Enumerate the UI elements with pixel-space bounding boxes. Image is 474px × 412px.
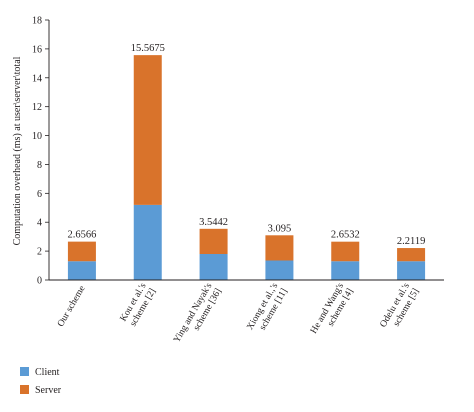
y-tick-label: 6: [37, 189, 42, 200]
bar-server: [199, 228, 228, 254]
bar-total-label: 15.5675: [131, 43, 165, 54]
y-tick-label: 18: [32, 16, 42, 27]
category-label-line: Our scheme: [56, 284, 87, 329]
bar-server: [397, 248, 426, 262]
y-tick-label: 2: [37, 247, 42, 258]
bar-server: [265, 235, 294, 261]
y-axis-title: Computation overhead (ms) at user\server…: [12, 56, 23, 245]
axes: [48, 20, 444, 281]
bar-client: [67, 261, 96, 280]
value-labels: 2.6566 15.5675 3.5442 3.095 2.6532 2.2119: [67, 43, 425, 247]
bar-server: [133, 55, 162, 205]
bar-total-label: 3.095: [268, 223, 292, 234]
legend: Client Server: [20, 367, 62, 396]
bar-client: [331, 261, 360, 280]
category-label: Our scheme: [56, 284, 87, 329]
bar-total-label: 2.6566: [67, 230, 96, 241]
y-tick-label: 8: [37, 160, 42, 171]
bar-client: [199, 254, 228, 280]
y-tick-label: 0: [37, 276, 42, 287]
bar-server: [67, 241, 96, 262]
bar-server: [331, 241, 360, 262]
bars: [67, 55, 426, 280]
bar-total-label: 2.2119: [397, 236, 426, 247]
legend-swatch-client: [20, 367, 29, 376]
bar-client: [397, 261, 426, 280]
bar-client: [133, 204, 162, 280]
y-axis-ticks: 0 2 4 6 8 10 12 14 16 18: [32, 16, 49, 287]
bar-total-label: 2.6532: [331, 230, 360, 241]
legend-label-server: Server: [35, 385, 62, 396]
y-tick-label: 10: [32, 131, 42, 142]
y-axis-title-group: Computation overhead (ms) at user\server…: [12, 56, 23, 245]
y-tick-label: 12: [32, 102, 42, 113]
legend-swatch-server: [20, 385, 29, 394]
y-tick-label: 4: [37, 218, 42, 229]
y-tick-label: 14: [32, 73, 42, 84]
legend-label-client: Client: [35, 367, 60, 378]
bar-client: [265, 260, 294, 280]
y-tick-label: 16: [32, 44, 42, 55]
bar-total-label: 3.5442: [199, 217, 228, 228]
